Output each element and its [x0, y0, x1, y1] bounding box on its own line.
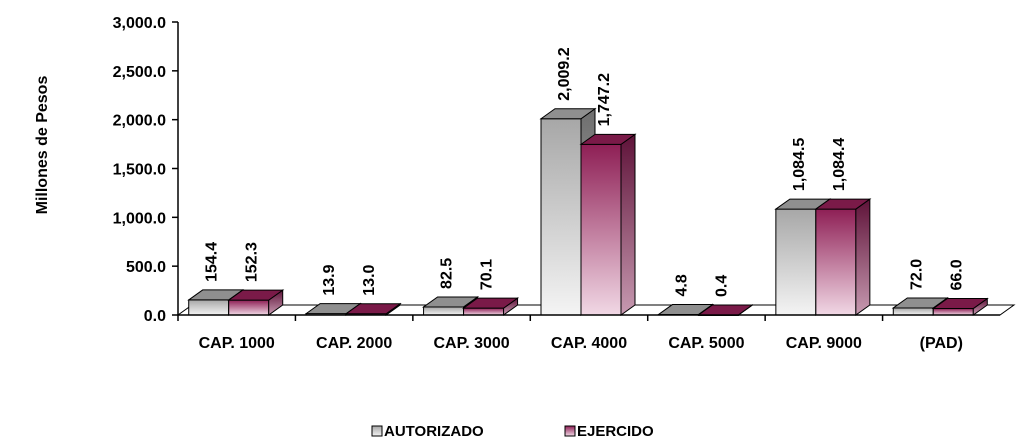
- data-label: 70.1: [479, 259, 496, 290]
- data-label: 1,747.2: [596, 73, 613, 126]
- legend-swatch-ejercido: [564, 425, 576, 437]
- bar-ejercido: [814, 198, 872, 316]
- x-tick-label: CAP. 1000: [199, 335, 275, 352]
- x-tick-label: CAP. 2000: [316, 335, 392, 352]
- bars: [187, 107, 989, 316]
- x-tick-label: CAP. 9000: [786, 335, 862, 352]
- data-label: 13.0: [361, 264, 378, 295]
- data-label: 1,084.4: [831, 138, 848, 191]
- data-label: 154.4: [204, 242, 221, 282]
- bar-ejercido: [579, 133, 637, 316]
- y-axis: 0.0 500.0 1,000.0 1,500.0 2,000.0 2,500.0 3,00…: [113, 15, 179, 325]
- data-label: 72.0: [908, 259, 925, 290]
- legend: AUTORIZADO EJERCIDO: [371, 423, 654, 439]
- legend-label-ejercido: EJERCIDO: [577, 423, 654, 439]
- y-tick-label: 3,000.0: [113, 15, 166, 32]
- y-tick-label: 1,000.0: [113, 210, 166, 227]
- data-label: 152.3: [244, 242, 261, 282]
- x-tick-label: (PAD): [920, 335, 963, 352]
- bar-ejercido: [462, 297, 520, 316]
- y-tick-label: 1,500.0: [113, 162, 166, 179]
- value-labels: 154.4 152.3 13.9 13.0 82.5 70.1 2,009.2 1,747.2…: [204, 47, 966, 297]
- data-label: 4.8: [673, 274, 690, 296]
- data-label: 82.5: [439, 258, 456, 289]
- x-tick-label: CAP. 3000: [433, 335, 509, 352]
- legend-label-autorizado: AUTORIZADO: [384, 423, 484, 439]
- data-label: 2,009.2: [556, 47, 573, 100]
- y-tick-label: 2,000.0: [113, 113, 166, 130]
- y-tick-label: 0.0: [144, 308, 166, 325]
- legend-swatch-autorizado: [371, 425, 383, 437]
- x-tick-label: CAP. 4000: [551, 335, 627, 352]
- data-label: 13.9: [321, 264, 338, 295]
- y-axis-title: Millones de Pesos: [34, 76, 51, 215]
- x-tick-label: CAP. 5000: [668, 335, 744, 352]
- bar-ejercido: [344, 302, 402, 316]
- y-tick-label: 2,500.0: [113, 64, 166, 81]
- data-label: 1,084.5: [791, 138, 808, 191]
- data-label: 0.4: [713, 275, 730, 297]
- x-axis: CAP. 1000 CAP. 2000 CAP. 3000 CAP. 4000 CAP.…: [177, 314, 1000, 352]
- bar-ejercido: [227, 289, 285, 316]
- data-label: 66.0: [948, 259, 965, 290]
- y-tick-label: 500.0: [126, 259, 166, 276]
